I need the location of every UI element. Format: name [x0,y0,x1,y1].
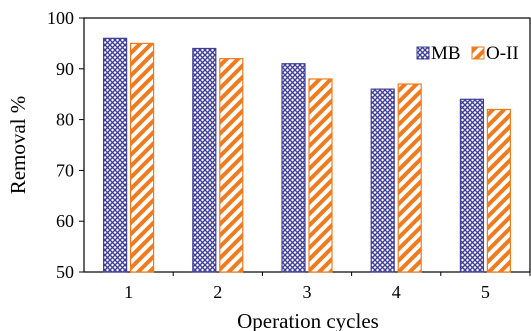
plot-area: 50 60 70 80 90 100 1 2 3 4 5 MB O-II [47,8,531,302]
bar-o-ii-cycle-1 [130,42,155,273]
bar-o-ii-cycle-2 [219,58,244,273]
y-tick-label: 90 [56,59,74,79]
plot-border [83,17,531,273]
y-tick-label: 70 [56,160,74,180]
legend-label-mb: MB [431,43,461,64]
y-tick-label: 80 [56,110,74,130]
x-tick-label: 4 [392,282,401,302]
y-tick-label: 60 [56,211,74,231]
y-tick-label: 100 [47,8,74,28]
x-tick-label: 5 [481,282,490,302]
bar-mb-cycle-2 [192,47,217,273]
bar-o-ii-cycle-4 [397,83,422,273]
x-tick-label: 3 [303,282,312,302]
bar-o-ii-cycle-5 [486,108,511,273]
legend-swatch-mb [416,46,430,60]
legend-label-o-ii: O-II [486,43,519,64]
bar-mb-cycle-3 [281,63,306,273]
bar-mb-cycle-4 [370,88,395,273]
bar-mb-cycle-1 [102,37,128,273]
bar-o-ii-cycle-3 [308,78,333,273]
bar-mb-cycle-5 [459,98,484,273]
x-tick-label: 1 [124,282,133,302]
y-tick-label: 50 [56,262,74,282]
x-tick-label: 2 [213,282,222,302]
x-axis-label: Operation cycles [237,309,379,331]
y-axis-label: Removal % [6,96,30,195]
legend-swatch-o-ii [471,46,485,60]
